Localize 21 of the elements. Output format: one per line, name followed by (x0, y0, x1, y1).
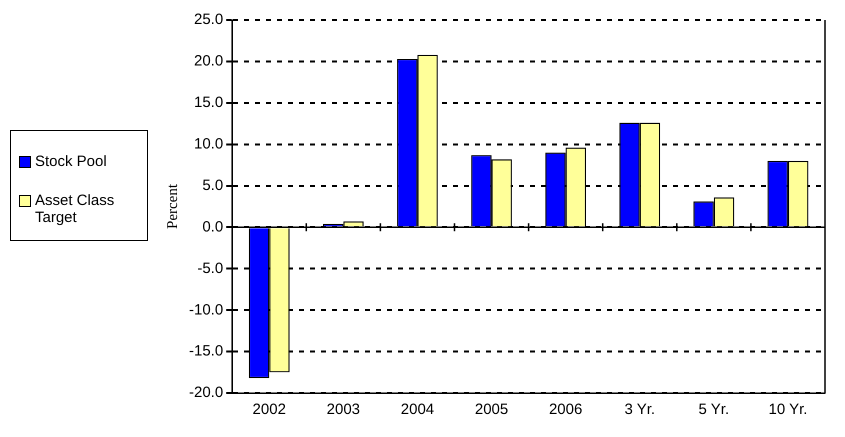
x-tick-label: 2003 (326, 401, 360, 418)
y-tick-label: 10.0 (194, 135, 224, 152)
y-tick-label: -5.0 (197, 260, 224, 277)
x-tick-label: 3 Yr. (624, 401, 656, 418)
x-tick-label: 5 Yr. (698, 401, 730, 418)
y-tick-label: 0.0 (202, 218, 224, 236)
y-tick-label: -15.0 (188, 342, 224, 360)
y-tick-label: 20.0 (194, 52, 224, 70)
x-tick-label: 2006 (548, 401, 582, 418)
y-axis-title: Percent (164, 183, 181, 229)
x-tick-label: 2005 (474, 401, 508, 418)
x-tick-label: 2004 (400, 401, 434, 418)
y-tick-label: 15.0 (194, 94, 224, 112)
x-tick-label: 10 Yr. (768, 401, 808, 418)
legend-label: Stock Pool (35, 153, 107, 170)
legend-label: Asset Class Target (35, 192, 116, 226)
y-tick-label: -10.0 (188, 301, 224, 318)
x-tick-label: 2002 (252, 401, 286, 418)
y-tick-label: 25.0 (194, 11, 224, 28)
y-tick-label: 5.0 (202, 176, 224, 194)
y-tick-label: -20.0 (188, 384, 224, 402)
